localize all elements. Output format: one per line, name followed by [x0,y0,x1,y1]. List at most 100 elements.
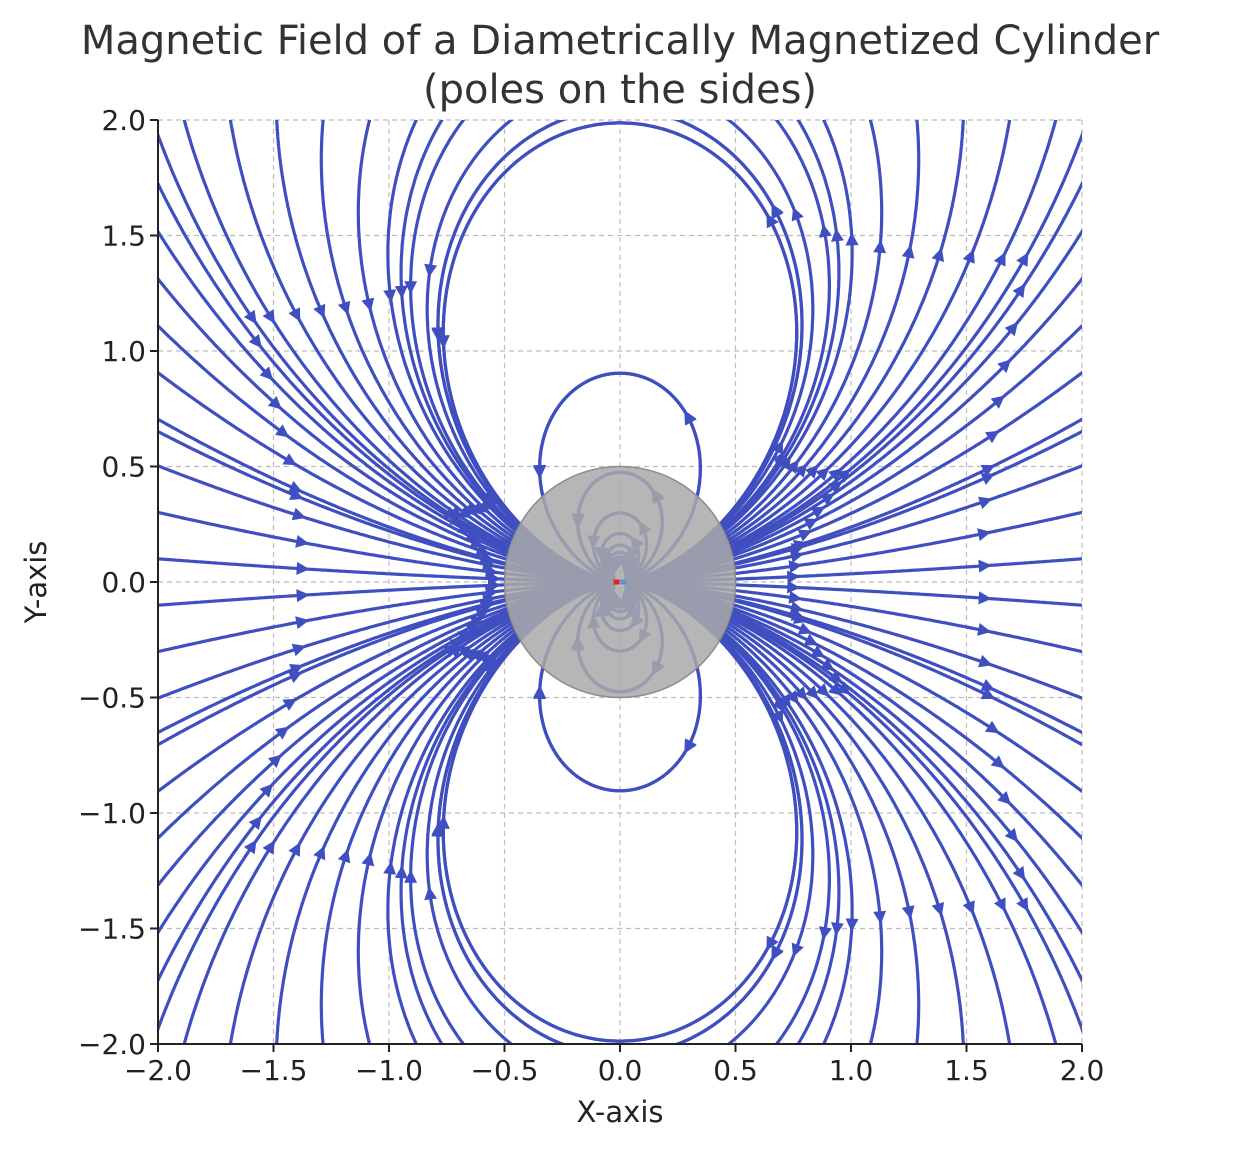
field-arrow [797,622,813,635]
field-arrow [1016,252,1029,267]
field-arrow [1012,283,1026,298]
field-arrow [383,861,397,875]
field-arrow [828,468,843,482]
field-arrow [788,560,803,574]
field-arrow [313,303,326,319]
field-arrow [394,285,408,299]
field-arrow [394,865,408,879]
field-arrow [296,561,310,575]
field-arrow [980,473,995,485]
field-arrow [771,440,783,455]
field-arrow [791,942,804,957]
field-arrow [275,424,290,438]
field-arrow [295,535,310,548]
field-arrow [479,600,494,614]
field-arrow [1012,866,1026,881]
field-arrow [533,685,546,699]
field-arrow [291,643,307,657]
field-arrow [805,464,819,479]
field-arrow [766,213,779,228]
field-arrow [789,601,804,614]
field-arrow [828,682,843,696]
field-arrow [771,946,784,961]
field-arrow [464,529,480,541]
field-arrow [476,650,491,664]
field-arrow [476,500,491,514]
field-arrow [296,589,310,603]
field-arrow [533,464,546,479]
field-arrow [962,249,975,264]
field-arrow [243,839,257,855]
field-arrow [262,309,275,324]
pole-marker-0 [613,579,620,585]
field-arrow [1004,827,1018,843]
field-arrow [289,664,304,676]
field-arrow [793,611,808,624]
field-arrow [771,203,784,218]
field-arrow [819,926,832,941]
field-arrow [1004,321,1018,337]
y-tick-label: −0.5 [78,682,146,715]
field-arrow [789,550,804,563]
field-arrow [424,886,438,901]
field-arrow [383,289,397,303]
y-tick-label: 1.5 [101,220,146,253]
field-arrow [282,698,297,711]
field-arrow [985,430,1000,444]
field-arrow [931,902,945,917]
field-arrow [985,720,1000,734]
field-arrow [845,232,859,246]
field-arrow [259,366,274,381]
y-tick-label: −2.0 [78,1028,146,1061]
x-tick-label: −2.0 [124,1054,192,1087]
field-arrow [873,239,887,254]
field-arrow [977,623,992,636]
y-tick-label: −1.5 [78,913,146,946]
field-line-130 [627,120,1058,583]
field-arrow [977,528,992,541]
field-arrow [931,247,945,262]
field-arrow [766,936,779,951]
field-arrow [815,467,830,481]
field-arrow [288,480,303,493]
field-arrow [443,506,458,519]
field-arrow [978,591,992,605]
field-arrow [431,822,445,836]
field-arrow [424,263,438,278]
field-arrow [684,739,697,754]
field-arrow [289,488,304,500]
field-arrow [901,244,915,259]
field-arrow [901,905,915,920]
field-arrow [978,496,993,510]
field-arrow [787,570,801,584]
x-tick-label: 0.0 [598,1054,643,1087]
cylinder-cross-section [503,465,737,699]
field-arrow [815,683,830,697]
field-arrow [805,685,819,700]
field-arrow [820,658,835,671]
x-tick-label: −1.0 [355,1054,423,1087]
pole-marker-1 [620,579,627,585]
field-arrow [295,616,310,629]
field-arrow [993,897,1006,912]
field-line-57 [158,580,615,984]
field-arrow [288,307,301,322]
field-arrow [243,309,257,325]
field-line-94 [441,121,799,583]
field-line-55 [182,581,613,1044]
field-arrow [793,686,808,701]
x-tick-label: 2.0 [1060,1054,1105,1087]
field-arrow [962,900,975,915]
field-arrow [810,506,826,519]
field-arrow [845,918,859,932]
field-arrow [980,679,995,691]
field-arrow [259,783,274,798]
field-arrow [267,754,282,768]
field-arrow [684,411,697,426]
field-arrow [997,359,1012,373]
chart-title: Magnetic Field of a Diametrically Magnet… [81,18,1160,64]
field-arrow [831,228,844,242]
x-axis-label: X-axis [577,1095,664,1129]
cylinder-group [503,465,737,699]
